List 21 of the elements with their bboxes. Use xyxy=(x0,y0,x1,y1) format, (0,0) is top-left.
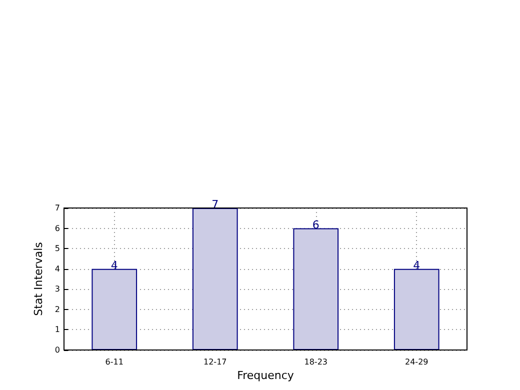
bar xyxy=(92,268,138,350)
data-label: 4 xyxy=(110,258,118,272)
y-tick-label: 1 xyxy=(54,325,60,334)
y-axis-title: Stat Intervals xyxy=(32,242,46,316)
bar xyxy=(394,268,440,350)
bar xyxy=(192,208,238,350)
x-axis-title: Frequency xyxy=(237,369,294,382)
data-label: 6 xyxy=(312,218,320,232)
bar xyxy=(293,228,339,350)
y-tick-label: 7 xyxy=(54,204,60,212)
x-tick-label: 24-29 xyxy=(405,358,428,366)
x-tick-label: 6-11 xyxy=(105,358,124,366)
x-tick-label: 12-17 xyxy=(204,358,227,366)
y-tick-label: 2 xyxy=(54,304,60,314)
y-tick-label: 0 xyxy=(54,346,60,354)
data-label: 4 xyxy=(413,258,420,272)
y-tick-label: 3 xyxy=(54,284,60,294)
x-tick-label: 18-23 xyxy=(304,358,328,366)
y-tick-label: 5 xyxy=(54,244,60,254)
y-tick-label: 6 xyxy=(54,224,60,233)
y-tick-label: 4 xyxy=(54,264,60,274)
